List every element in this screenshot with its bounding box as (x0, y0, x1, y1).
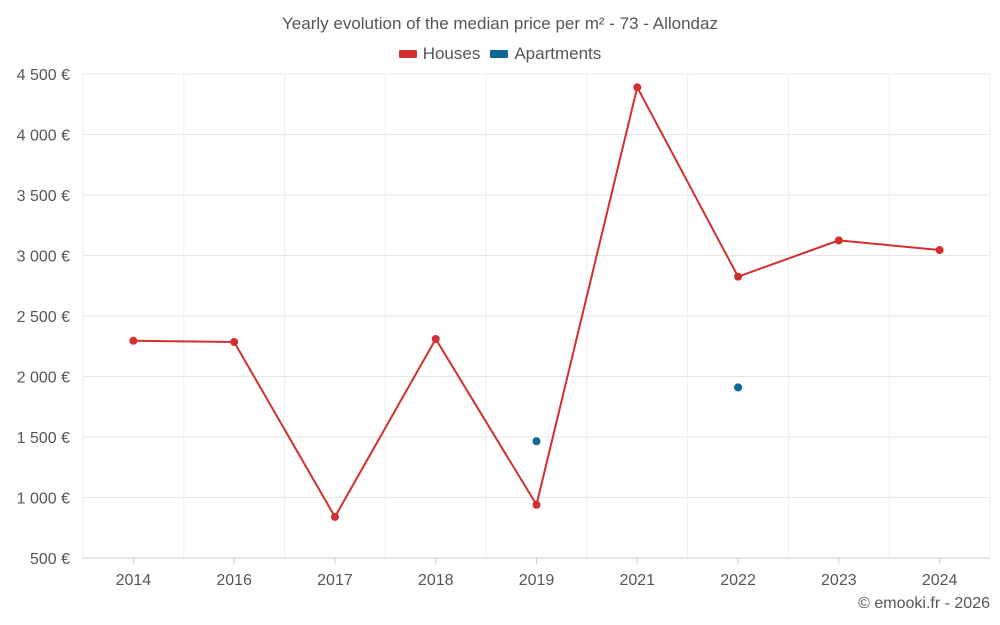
x-tick-label: 2023 (821, 572, 857, 589)
x-tick-label: 2024 (922, 572, 958, 589)
data-point-apartments-2019 (532, 437, 541, 446)
y-tick-label: 500 € (30, 551, 70, 568)
chart-title: Yearly evolution of the median price per… (282, 14, 718, 33)
data-point-houses-2016 (230, 338, 239, 347)
y-tick-label: 3 500 € (17, 188, 70, 205)
legend-label-houses: Houses (422, 44, 481, 63)
legend: Houses Apartments (0, 44, 1000, 64)
data-point-houses-2019 (532, 500, 541, 509)
series-line-houses (133, 86, 940, 518)
y-tick-label: 4 500 € (17, 67, 70, 84)
legend-swatch-apartments (490, 50, 509, 58)
data-point-houses-2024 (935, 246, 944, 255)
data-point-houses-2021 (633, 83, 642, 92)
y-tick-label: 1 500 € (17, 430, 70, 447)
data-point-apartments-2022 (734, 383, 743, 392)
x-tick-label: 2022 (720, 572, 756, 589)
data-point-houses-2023 (834, 236, 843, 245)
y-tick-label: 2 500 € (17, 309, 70, 326)
x-tick-label: 2021 (619, 572, 655, 589)
legend-item-houses[interactable]: Houses (398, 44, 481, 64)
legend-item-apartments[interactable]: Apartments (490, 44, 601, 64)
data-point-houses-2014 (129, 336, 138, 345)
x-tick-label: 2018 (418, 572, 454, 589)
credit-text: © emooki.fr - 2026 (858, 595, 990, 612)
x-tick-label: 2014 (116, 572, 152, 589)
legend-label-apartments: Apartments (514, 44, 602, 63)
x-tick-label: 2019 (519, 572, 555, 589)
x-tick-label: 2016 (216, 572, 252, 589)
y-tick-label: 3 000 € (17, 249, 70, 266)
y-tick-label: 4 000 € (17, 128, 70, 145)
data-point-houses-2017 (330, 512, 339, 521)
legend-swatch-houses (398, 50, 417, 58)
x-tick-label: 2017 (317, 572, 353, 589)
data-point-houses-2018 (431, 334, 440, 343)
data-point-houses-2022 (734, 272, 743, 281)
y-tick-label: 2 000 € (17, 370, 70, 387)
y-tick-label: 1 000 € (17, 491, 70, 508)
